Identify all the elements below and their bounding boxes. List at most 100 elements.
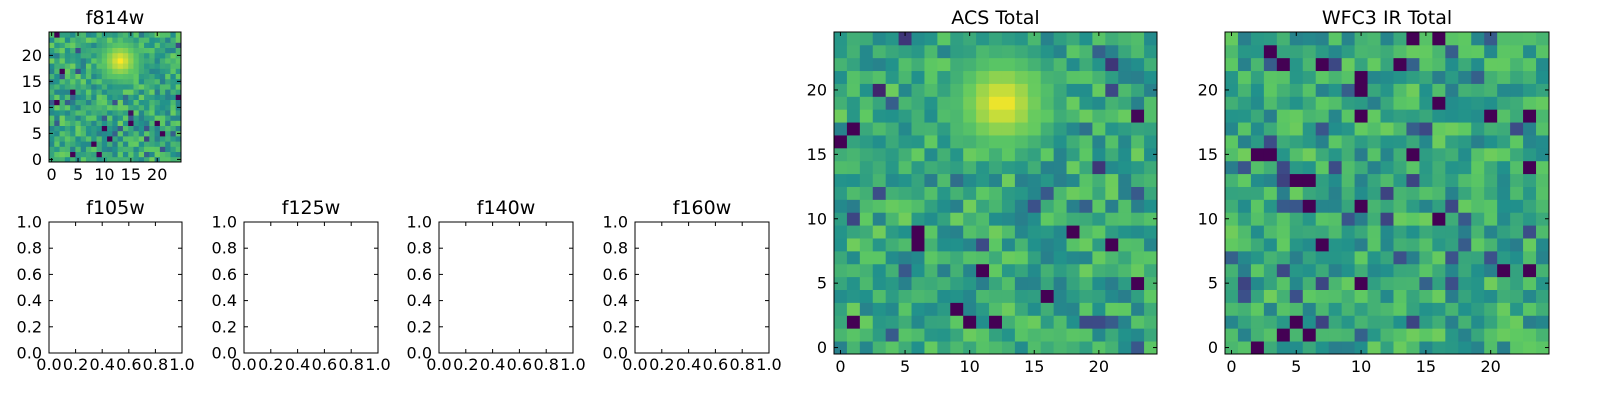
- heatmap-cell: [96, 99, 103, 106]
- heatmap-cell: [159, 37, 166, 43]
- heatmap-cell: [149, 78, 155, 85]
- heatmap-cell: [1341, 147, 1355, 162]
- heatmap-cell: [1367, 250, 1381, 265]
- heatmap-cell: [85, 94, 92, 100]
- heatmap-cell: [859, 328, 874, 342]
- heatmap-cell: [1419, 328, 1433, 342]
- heatmap-cell: [1053, 57, 1067, 72]
- heatmap-cell: [1445, 199, 1459, 213]
- heatmap-cell: [175, 47, 182, 54]
- heatmap-cell: [1092, 186, 1106, 200]
- heatmap-cell: [898, 289, 912, 303]
- heatmap-cell: [1367, 83, 1381, 97]
- heatmap-cell: [1027, 341, 1042, 355]
- x-tick-label: 5: [73, 165, 83, 184]
- heatmap-cell: [1471, 109, 1485, 123]
- x-tick-label: 10: [959, 357, 979, 376]
- heatmap-cell: [1118, 315, 1132, 329]
- heatmap-cell: [1354, 315, 1368, 329]
- heatmap-cell: [101, 47, 108, 54]
- heatmap-cell: [1380, 315, 1394, 329]
- heatmap-cell: [885, 315, 899, 329]
- heatmap-cell: [1027, 186, 1042, 200]
- x-tick-label: 0.4: [480, 355, 505, 374]
- heatmap-cell: [122, 47, 129, 54]
- heatmap-cell: [1315, 70, 1330, 84]
- heatmap-cell: [1419, 173, 1433, 187]
- heatmap-cell: [1276, 276, 1291, 290]
- heatmap-cell: [175, 115, 182, 121]
- heatmap-cell: [846, 250, 861, 265]
- heatmap-cell: [1250, 57, 1265, 72]
- heatmap-cell: [1118, 302, 1132, 316]
- heatmap-cell: [159, 125, 166, 132]
- heatmap-cell: [70, 120, 76, 126]
- heatmap-cell: [989, 135, 1003, 149]
- heatmap-cell: [859, 225, 874, 239]
- heatmap-cell: [911, 109, 925, 123]
- heatmap-cell: [128, 84, 134, 90]
- heatmap-cell: [54, 94, 60, 100]
- heatmap-cell: [75, 63, 82, 69]
- heatmap-cell: [1497, 122, 1511, 136]
- heatmap-cell: [1432, 276, 1446, 290]
- heatmap-cell: [1458, 160, 1472, 175]
- heatmap-cell: [1014, 173, 1029, 187]
- x-tick-label: 0.2: [453, 355, 478, 374]
- heatmap-cell: [49, 115, 55, 121]
- heatmap-cell: [963, 57, 977, 72]
- heatmap-cell: [1040, 225, 1055, 239]
- heatmap-cell: [1484, 70, 1498, 84]
- heatmap-cell: [1380, 238, 1394, 252]
- heatmap-cell: [1144, 225, 1158, 239]
- heatmap-cell: [885, 289, 899, 303]
- heatmap-cell: [1144, 289, 1158, 303]
- heatmap-cell: [1393, 250, 1407, 265]
- heatmap-cell: [1237, 276, 1252, 290]
- heatmap-cell: [144, 104, 150, 111]
- heatmap-cell: [924, 341, 938, 355]
- heatmap-cell: [149, 110, 155, 116]
- heatmap-cell: [80, 42, 87, 48]
- heatmap-cell: [1523, 212, 1537, 226]
- heatmap-cell: [91, 73, 97, 80]
- heatmap-cell: [96, 32, 103, 38]
- heatmap-cell: [70, 52, 76, 59]
- heatmap-cell: [898, 199, 912, 213]
- heatmap-cell: [1393, 225, 1407, 239]
- heatmap-cell: [154, 37, 161, 43]
- heatmap-cell: [1380, 32, 1394, 46]
- heatmap-cell: [1406, 186, 1420, 200]
- heatmap-cell: [1328, 96, 1343, 110]
- heatmap-cell: [122, 110, 129, 116]
- heatmap-cell: [1393, 276, 1407, 290]
- heatmap-cell: [144, 89, 150, 95]
- heatmap-cell: [101, 141, 108, 147]
- heatmap-cell: [1263, 70, 1278, 84]
- heatmap-cell: [1131, 199, 1145, 213]
- heatmap-cell: [64, 130, 71, 137]
- heatmap-cell: [1315, 173, 1330, 187]
- heatmap-cell: [159, 156, 166, 163]
- heatmap-cell: [1510, 160, 1524, 175]
- heatmap-cell: [1419, 135, 1433, 149]
- heatmap-cell: [872, 276, 887, 290]
- heatmap-cell: [1066, 328, 1080, 342]
- heatmap-cell: [1484, 199, 1498, 213]
- heatmap-cell: [138, 104, 145, 111]
- heatmap-cell: [1315, 263, 1330, 278]
- heatmap-cell: [107, 125, 113, 132]
- heatmap-cell: [154, 52, 161, 59]
- heatmap-cell: [54, 146, 60, 152]
- heatmap-cell: [963, 70, 977, 84]
- heatmap-cell: [144, 141, 150, 147]
- heatmap-cell: [834, 173, 848, 187]
- heatmap-cell: [976, 276, 990, 290]
- heatmap-cell: [117, 42, 124, 48]
- heatmap-cell: [1367, 32, 1381, 46]
- heatmap-cell: [1118, 186, 1132, 200]
- heatmap-cell: [70, 84, 76, 90]
- heatmap-cell: [70, 125, 76, 132]
- heatmap-cell: [101, 68, 108, 74]
- heatmap-cell: [112, 104, 119, 111]
